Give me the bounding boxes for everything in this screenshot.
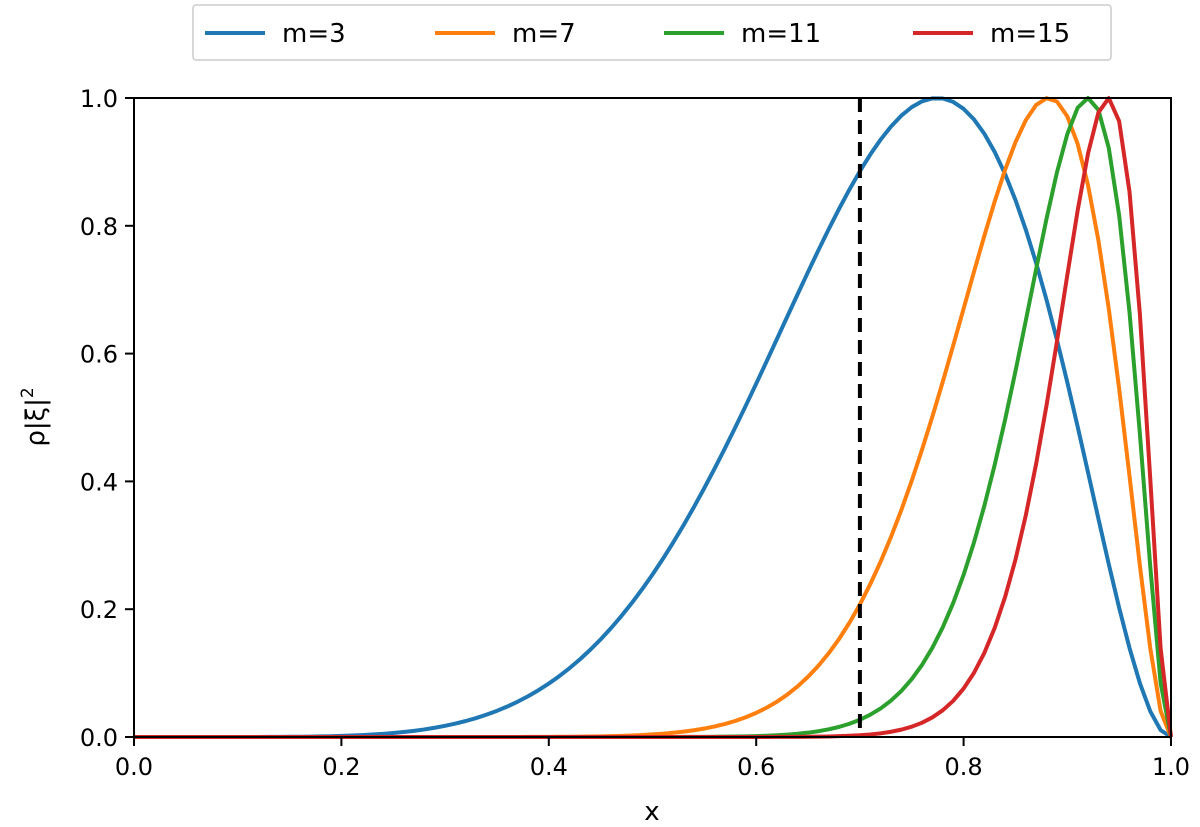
y-axis-title-symbol: ρ|ξ| (21, 398, 51, 447)
legend-item-2: m=11 (664, 19, 821, 49)
series-layer (134, 96, 1173, 739)
y-axis: 0.0 0.2 0.4 0.6 0.8 1.0 (80, 85, 134, 752)
legend-item-0: m=3 (205, 19, 346, 49)
legend-box (192, 4, 1112, 61)
y-tick-label-0: 0.0 (80, 724, 118, 752)
legend: m=3 m=7 m=11 m=15 (192, 4, 1112, 61)
plot-area: 0.0 0.2 0.4 0.6 0.8 1.0 0.0 0.2 0.4 0.6 0.8 1.0 (80, 85, 1190, 781)
x-tick-label-0: 0.0 (115, 753, 153, 781)
plot-frame (133, 97, 1172, 738)
series-line-3 (134, 96, 1173, 739)
x-tick-label-2: 0.4 (530, 753, 568, 781)
y-axis-title: ρ|ξ|2 (18, 387, 51, 446)
y-axis-title-exponent: 2 (18, 387, 38, 398)
svg-text:ρ|ξ|2: ρ|ξ|2 (18, 387, 51, 446)
legend-item-1: m=7 (435, 19, 576, 49)
x-tick-label-3: 0.6 (737, 753, 775, 781)
legend-label-2: m=11 (741, 19, 821, 49)
legend-label-0: m=3 (282, 19, 346, 49)
y-tick-label-2: 0.4 (80, 468, 118, 496)
y-tick-label-3: 0.6 (80, 341, 118, 369)
legend-label-3: m=15 (990, 19, 1070, 49)
x-tick-label-1: 0.2 (322, 753, 360, 781)
legend-item-3: m=15 (913, 19, 1070, 49)
series-line-1 (134, 96, 1173, 739)
x-axis-title: x (644, 797, 659, 827)
series-line-2 (134, 96, 1173, 739)
y-tick-label-4: 0.8 (80, 213, 118, 241)
x-axis: 0.0 0.2 0.4 0.6 0.8 1.0 (115, 737, 1190, 781)
legend-label-1: m=7 (512, 19, 576, 49)
y-tick-label-5: 1.0 (80, 85, 118, 113)
series-line-0 (134, 96, 1173, 739)
y-tick-label-1: 0.2 (80, 596, 118, 624)
x-tick-label-4: 0.8 (945, 753, 983, 781)
x-tick-label-5: 1.0 (1152, 753, 1190, 781)
